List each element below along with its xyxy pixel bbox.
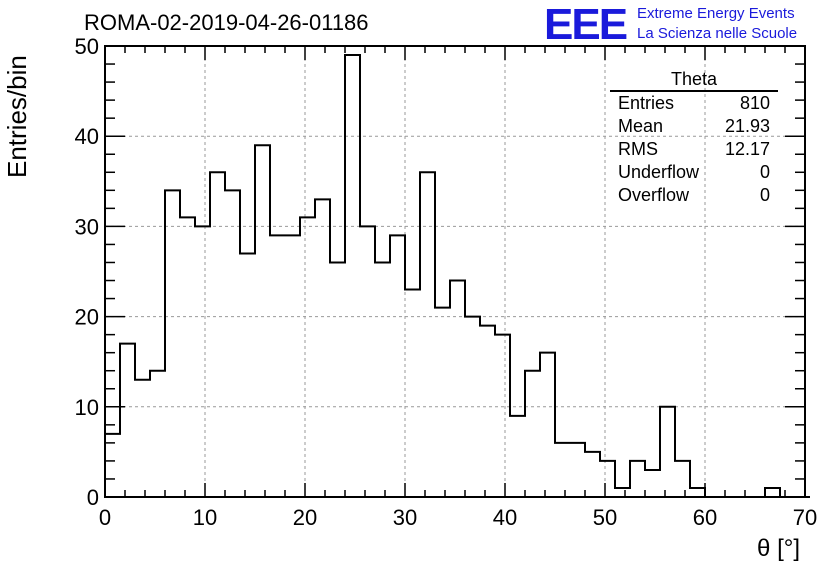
x-tick-label: 30 [393,505,417,530]
x-tick-label: 60 [693,505,717,530]
plot-frame [104,45,806,498]
stats-box: Theta Entries 810 Mean 21.93 RMS 12.17 Unde… [610,68,778,207]
x-tick-label: 50 [593,505,617,530]
stats-value: 21.93 [724,116,770,136]
x-tick-label: 0 [99,505,111,530]
stats-name: Theta [610,68,778,92]
x-tick-label: 20 [293,505,317,530]
stats-label: RMS [618,139,658,159]
stats-value: 0 [759,185,770,205]
y-tick-label: 30 [75,214,99,239]
stats-label: Mean [618,116,664,136]
y-tick-label: 20 [75,305,99,330]
y-tick-label: 50 [75,34,99,59]
histogram-line [105,54,810,498]
stats-label: Entries [618,93,675,113]
stats-row: RMS 12.17 [610,138,778,161]
axis-ticks [104,45,806,498]
stats-value: 810 [739,93,770,113]
stats-row: Underflow 0 [610,161,778,184]
stats-label: Underflow [618,162,700,182]
stats-row: Mean 21.93 [610,115,778,138]
x-tick-label: 70 [793,505,817,530]
y-axis-label: Entries/bin [2,55,32,178]
x-axis-label: θ [°] [757,535,800,562]
logo-line-1: Extreme Energy Events [637,5,795,22]
logo-line-2: La Scienza nelle Scuole [637,25,798,42]
stats-label: Overflow [618,185,690,205]
logo-caption: Extreme Energy Events La Scienza nelle S… [637,4,797,44]
tick-labels: 0 10 20 30 40 50 60 70 0 10 20 30 40 50 [75,34,818,530]
histogram-title: ROMA-02-2019-04-26-01186 [84,10,369,35]
y-tick-label: 0 [87,485,99,510]
y-tick-label: 40 [75,124,99,149]
stats-row: Overflow 0 [610,184,778,207]
grid-lines [105,46,805,497]
eee-logo: EEE [544,0,628,49]
x-tick-label: 10 [193,505,217,530]
stats-value: 12.17 [724,139,770,159]
x-tick-label: 40 [493,505,517,530]
stats-row: Entries 810 [610,92,778,115]
y-tick-label: 10 [75,395,99,420]
stats-value: 0 [759,162,770,182]
